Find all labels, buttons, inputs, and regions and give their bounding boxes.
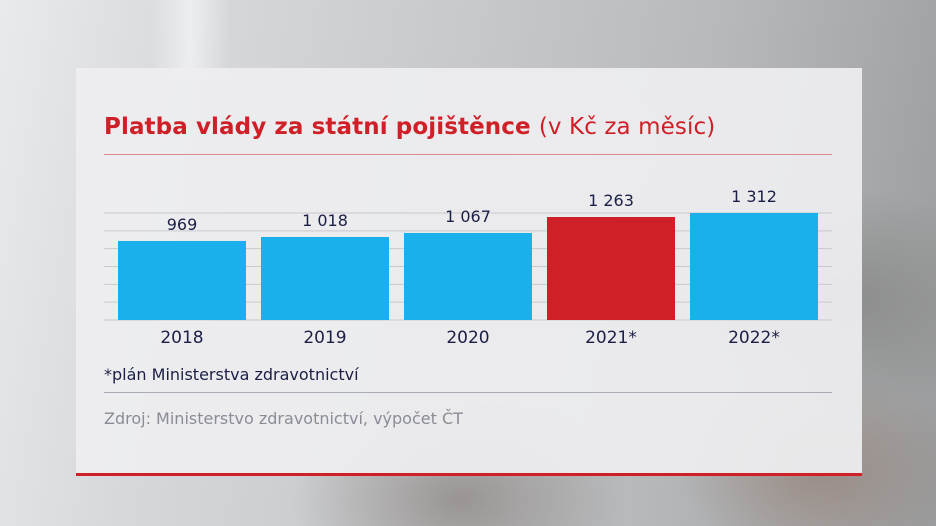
background-highlight — [150, 0, 230, 80]
bar — [261, 236, 389, 320]
category-label: 2019 — [303, 328, 346, 348]
category-label: 2020 — [446, 328, 489, 348]
data-label: 1 312 — [731, 187, 777, 206]
chart-title-unit: (v Kč za měsíc) — [538, 114, 716, 140]
bar — [404, 232, 532, 320]
category-label: 2018 — [160, 328, 203, 348]
bar — [547, 216, 675, 320]
chart-title-main: Platba vlády za státní pojištěnce — [104, 114, 531, 140]
footnote: *plán Ministerstva zdravotnictví — [104, 365, 359, 384]
data-label: 1 018 — [302, 211, 348, 230]
source-note: Zdroj: Ministerstvo zdravotnictví, výpoč… — [104, 409, 463, 428]
data-label: 969 — [167, 215, 198, 234]
category-label: 2022* — [728, 328, 780, 348]
chart-title: Platba vlády za státní pojištěnce (v Kč … — [104, 114, 715, 140]
data-label: 1 263 — [588, 191, 634, 210]
footnote-divider — [104, 392, 832, 393]
category-label: 2021* — [585, 328, 637, 348]
title-divider — [104, 154, 832, 155]
data-label: 1 067 — [445, 207, 491, 226]
panel-bottom-rule — [76, 473, 862, 476]
bar — [690, 213, 818, 320]
bar — [118, 240, 246, 320]
